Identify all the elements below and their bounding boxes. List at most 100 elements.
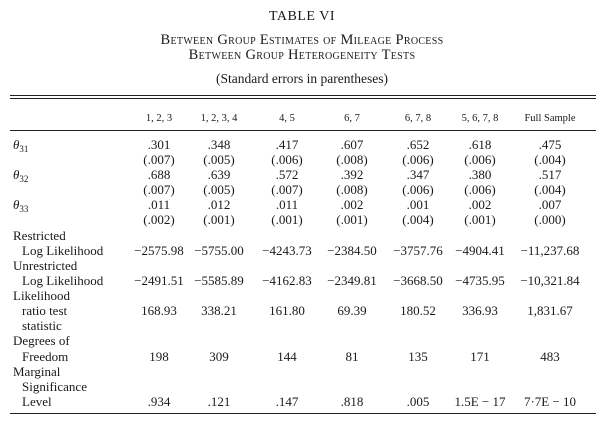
std-error-cell: (.002) [143, 212, 175, 227]
unrestricted-ll-cell: −2349.81 [327, 273, 377, 288]
dof-cell: 171 [470, 349, 490, 364]
estimate-cell: .517 [538, 167, 562, 182]
estimate-cell: .392 [340, 167, 364, 182]
restricted-ll-cell: −3757.76 [393, 243, 443, 258]
std-error-cell: (.005) [203, 182, 235, 197]
theta-subscript: 33 [19, 204, 29, 214]
row-label-ratio-test: ratio test [22, 303, 68, 318]
column-header: 6, 7, 8 [404, 113, 432, 124]
restricted-ll-cell: −2575.98 [134, 243, 184, 258]
lr-statistic-cell: 336.93 [462, 303, 498, 318]
estimate-cell: .001 [406, 197, 430, 212]
lr-statistic-cell: 338.21 [201, 303, 237, 318]
column-header: 4, 5 [279, 113, 295, 124]
estimate-cell: .347 [406, 167, 430, 182]
row-label-unrestricted: Unrestricted [13, 258, 78, 273]
estimate-cell: .011 [147, 197, 171, 212]
estimate-cell: .475 [538, 137, 562, 152]
restricted-ll-cell: −11,237.68 [520, 243, 580, 258]
estimate-cell: .572 [275, 167, 299, 182]
unrestricted-ll-cell: −3668.50 [393, 273, 443, 288]
lr-statistic-cell: 69.39 [337, 303, 367, 318]
row-label-freedom: Freedom [22, 349, 69, 364]
dof-cell: 198 [149, 349, 169, 364]
std-error-cell: (.000) [534, 212, 566, 227]
restricted-ll-cell: −2384.50 [327, 243, 377, 258]
table-title-line-2: Between Group Heterogeneity Tests [188, 47, 416, 63]
std-error-cell: (.007) [143, 182, 175, 197]
dof-cell: 483 [540, 349, 560, 364]
std-error-cell: (.006) [464, 152, 496, 167]
std-error-cell: (.004) [402, 212, 434, 227]
std-error-cell: (.007) [143, 152, 175, 167]
estimate-cell: .002 [468, 197, 492, 212]
row-label-theta31: θ31 [13, 137, 28, 157]
table-title-line-1: Between Group Estimates of Mileage Proce… [160, 32, 444, 48]
theta-subscript: 31 [19, 144, 29, 154]
significance-cell: .934 [147, 394, 171, 409]
estimate-cell: .639 [207, 167, 231, 182]
estimate-cell: .348 [207, 137, 231, 152]
significance-cell: 7·7E − 10 [523, 394, 577, 409]
estimate-cell: .012 [207, 197, 231, 212]
column-header: 1, 2, 3 [145, 113, 173, 124]
significance-cell: .121 [207, 394, 231, 409]
std-error-cell: (.006) [402, 182, 434, 197]
std-error-cell: (.001) [464, 212, 496, 227]
theta-symbol: θ [13, 167, 20, 182]
row-label-level: Level [22, 394, 52, 409]
significance-cell: .818 [340, 394, 364, 409]
unrestricted-ll-cell: −5585.89 [194, 273, 244, 288]
lr-statistic-cell: 1,831.67 [527, 303, 573, 318]
std-error-cell: (.008) [336, 182, 368, 197]
std-error-cell: (.001) [271, 212, 303, 227]
dof-cell: 144 [277, 349, 297, 364]
std-error-cell: (.005) [203, 152, 235, 167]
row-label-restricted: Restricted [13, 228, 66, 243]
theta-symbol: θ [13, 197, 20, 212]
column-header: 5, 6, 7, 8 [461, 113, 499, 124]
header-rule [10, 130, 596, 131]
restricted-ll-cell: −4243.73 [262, 243, 312, 258]
dof-cell: 135 [408, 349, 428, 364]
std-error-cell: (.006) [271, 152, 303, 167]
row-label-restricted-ll: Log Likelihood [22, 243, 104, 258]
estimate-cell: .607 [340, 137, 364, 152]
lr-statistic-cell: 161.80 [269, 303, 305, 318]
estimate-cell: .007 [538, 197, 562, 212]
top-rule [10, 95, 596, 96]
estimate-cell: .301 [147, 137, 171, 152]
row-label-significance: Significance [22, 379, 87, 394]
estimate-cell: .011 [275, 197, 299, 212]
unrestricted-ll-cell: −4162.83 [262, 273, 312, 288]
theta-subscript: 32 [19, 174, 29, 184]
estimate-cell: .618 [468, 137, 492, 152]
unrestricted-ll-cell: −4735.95 [455, 273, 505, 288]
row-label-unrestricted-ll: Log Likelihood [22, 273, 104, 288]
std-error-cell: (.004) [534, 182, 566, 197]
table-subtitle: (Standard errors in parentheses) [215, 71, 389, 86]
std-error-cell: (.006) [464, 182, 496, 197]
significance-cell: .005 [406, 394, 430, 409]
std-error-cell: (.007) [271, 182, 303, 197]
std-error-cell: (.006) [402, 152, 434, 167]
bottom-rule [10, 413, 596, 414]
std-error-cell: (.001) [336, 212, 368, 227]
top-rule-double [10, 98, 596, 99]
table-number: TABLE VI [268, 9, 335, 24]
restricted-ll-cell: −5755.00 [194, 243, 244, 258]
unrestricted-ll-cell: −10,321.84 [520, 273, 580, 288]
row-label-statistic: statistic [22, 318, 62, 333]
significance-cell: .147 [275, 394, 299, 409]
row-label-theta32: θ32 [13, 167, 28, 187]
unrestricted-ll-cell: −2491.51 [134, 273, 184, 288]
estimate-cell: .002 [340, 197, 364, 212]
lr-statistic-cell: 168.93 [141, 303, 177, 318]
column-header: 1, 2, 3, 4 [200, 113, 238, 124]
estimate-cell: .688 [147, 167, 171, 182]
row-label-likelihood: Likelihood [13, 288, 71, 303]
row-label-marginal: Marginal [13, 364, 61, 379]
std-error-cell: (.004) [534, 152, 566, 167]
theta-symbol: θ [13, 137, 20, 152]
